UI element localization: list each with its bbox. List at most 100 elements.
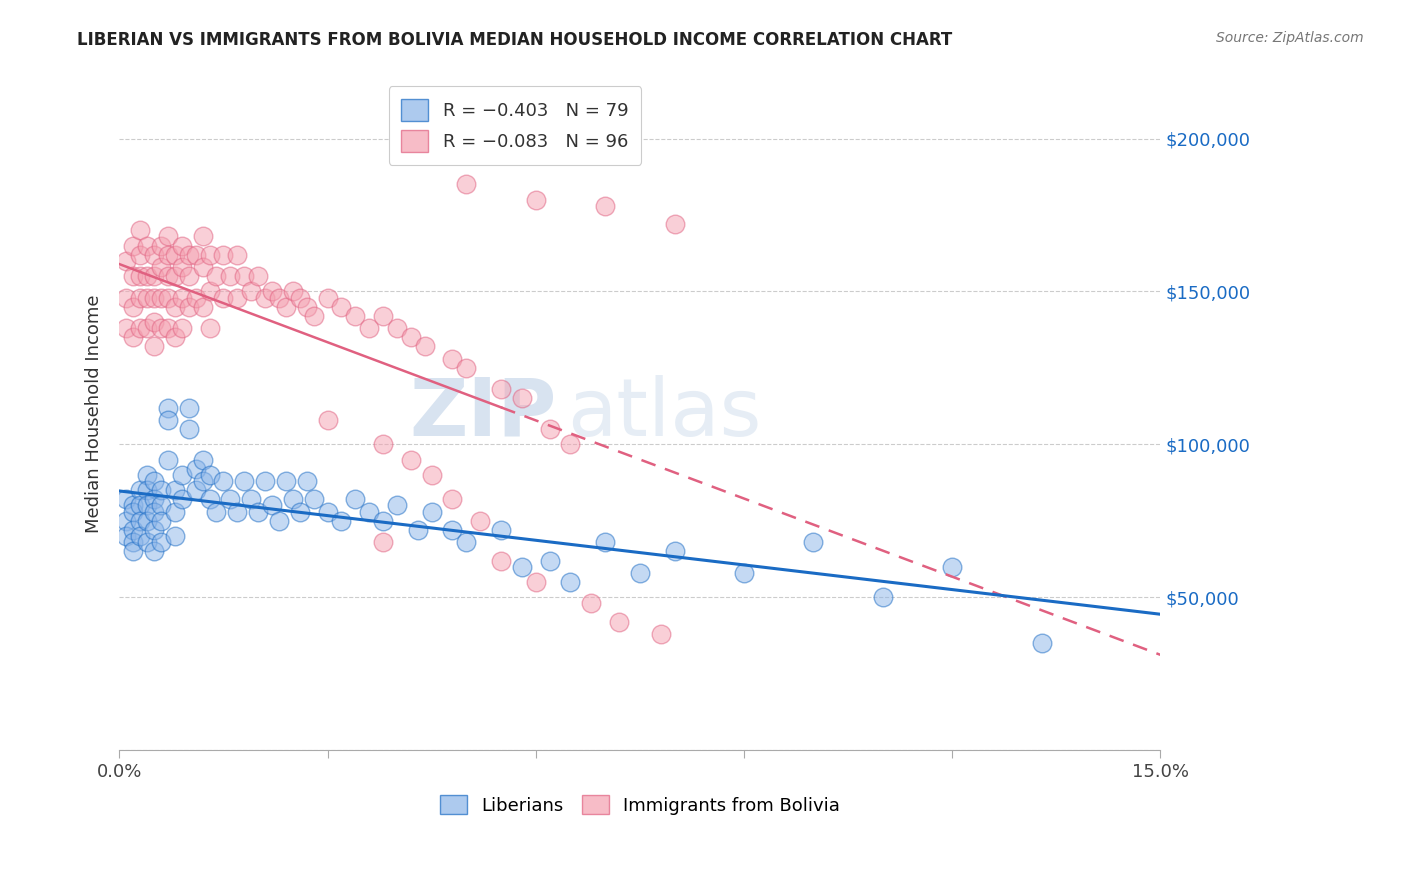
- Point: [170, 467, 193, 482]
- Point: [281, 492, 304, 507]
- Point: [177, 401, 200, 415]
- Point: [122, 269, 145, 284]
- Point: [177, 248, 200, 262]
- Point: [226, 505, 249, 519]
- Point: [489, 523, 512, 537]
- Point: [233, 474, 256, 488]
- Point: [281, 285, 304, 299]
- Point: [156, 269, 179, 284]
- Point: [149, 260, 172, 274]
- Point: [156, 229, 179, 244]
- Point: [163, 529, 186, 543]
- Point: [664, 217, 686, 231]
- Point: [129, 223, 152, 237]
- Point: [219, 492, 242, 507]
- Point: [143, 544, 166, 558]
- Point: [198, 492, 221, 507]
- Point: [170, 260, 193, 274]
- Point: [184, 462, 207, 476]
- Y-axis label: Median Household Income: Median Household Income: [86, 294, 103, 533]
- Point: [330, 514, 353, 528]
- Point: [122, 300, 145, 314]
- Point: [330, 300, 353, 314]
- Point: [371, 514, 394, 528]
- Point: [456, 535, 478, 549]
- Point: [115, 321, 138, 335]
- Point: [184, 483, 207, 498]
- Point: [607, 615, 630, 629]
- Point: [184, 248, 207, 262]
- Point: [593, 199, 616, 213]
- Point: [247, 505, 270, 519]
- Point: [538, 553, 561, 567]
- Point: [456, 360, 478, 375]
- Point: [198, 321, 221, 335]
- Point: [295, 300, 318, 314]
- Point: [733, 566, 755, 580]
- Point: [149, 238, 172, 252]
- Point: [149, 514, 172, 528]
- Point: [149, 291, 172, 305]
- Point: [122, 505, 145, 519]
- Point: [191, 452, 214, 467]
- Point: [163, 248, 186, 262]
- Point: [136, 483, 159, 498]
- Point: [274, 474, 297, 488]
- Point: [143, 248, 166, 262]
- Point: [205, 505, 228, 519]
- Point: [170, 492, 193, 507]
- Point: [198, 467, 221, 482]
- Point: [510, 392, 533, 406]
- Point: [316, 291, 339, 305]
- Point: [385, 499, 408, 513]
- Point: [136, 291, 159, 305]
- Point: [143, 291, 166, 305]
- Point: [371, 535, 394, 549]
- Point: [385, 321, 408, 335]
- Point: [302, 309, 325, 323]
- Point: [510, 559, 533, 574]
- Point: [260, 285, 283, 299]
- Point: [156, 401, 179, 415]
- Point: [156, 413, 179, 427]
- Point: [254, 291, 277, 305]
- Point: [226, 291, 249, 305]
- Point: [628, 566, 651, 580]
- Point: [129, 269, 152, 284]
- Point: [143, 505, 166, 519]
- Point: [801, 535, 824, 549]
- Point: [288, 505, 311, 519]
- Point: [274, 300, 297, 314]
- Point: [302, 492, 325, 507]
- Point: [316, 413, 339, 427]
- Point: [420, 505, 443, 519]
- Point: [524, 193, 547, 207]
- Point: [163, 505, 186, 519]
- Point: [240, 492, 263, 507]
- Point: [122, 238, 145, 252]
- Point: [115, 529, 138, 543]
- Point: [344, 492, 367, 507]
- Point: [136, 269, 159, 284]
- Point: [156, 452, 179, 467]
- Point: [163, 269, 186, 284]
- Point: [122, 499, 145, 513]
- Point: [122, 330, 145, 344]
- Point: [136, 321, 159, 335]
- Point: [163, 300, 186, 314]
- Point: [136, 514, 159, 528]
- Point: [156, 248, 179, 262]
- Point: [420, 467, 443, 482]
- Point: [170, 238, 193, 252]
- Point: [136, 467, 159, 482]
- Point: [143, 474, 166, 488]
- Point: [371, 309, 394, 323]
- Point: [233, 269, 256, 284]
- Point: [441, 351, 464, 366]
- Point: [399, 452, 422, 467]
- Point: [143, 269, 166, 284]
- Point: [191, 229, 214, 244]
- Point: [156, 321, 179, 335]
- Point: [538, 422, 561, 436]
- Point: [129, 248, 152, 262]
